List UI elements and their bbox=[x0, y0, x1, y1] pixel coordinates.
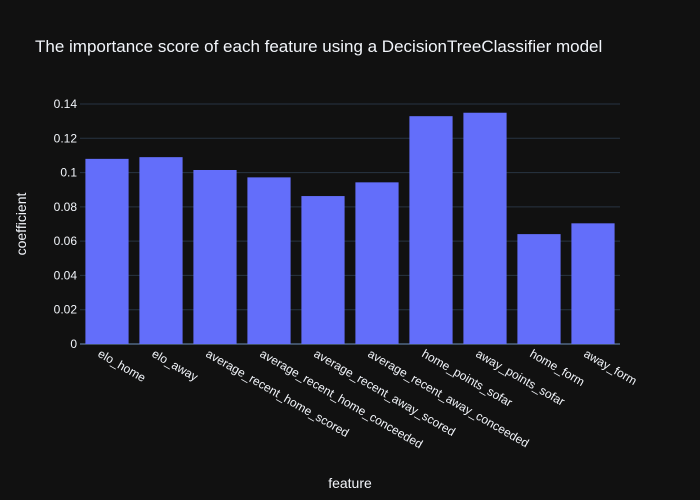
y-tick-label: 0.04 bbox=[54, 268, 78, 282]
x-tick-label: away_form bbox=[582, 346, 640, 387]
x-tick-label: elo_away bbox=[150, 346, 201, 383]
bar-home_points_sofar[interactable] bbox=[409, 116, 453, 345]
bars bbox=[85, 112, 615, 345]
bar-elo_home[interactable] bbox=[85, 158, 129, 344]
bar-away_form[interactable] bbox=[571, 223, 615, 344]
y-axis-title: coefficient bbox=[13, 192, 29, 255]
chart-title: The importance score of each feature usi… bbox=[35, 37, 602, 56]
y-tick-label: 0 bbox=[70, 337, 77, 351]
y-tick-label: 0.12 bbox=[54, 131, 78, 145]
bar-average_recent_away_conceeded[interactable] bbox=[355, 182, 399, 344]
x-axis-title: feature bbox=[328, 475, 372, 491]
y-tick-label: 0.1 bbox=[60, 166, 77, 180]
bar-average_recent_home_scored[interactable] bbox=[193, 170, 237, 344]
y-tick-label: 0.06 bbox=[54, 234, 78, 248]
y-axis-ticks: 0 0.02 0.04 0.06 0.08 0.1 0.12 0.14 bbox=[54, 97, 78, 351]
bar-elo_away[interactable] bbox=[139, 157, 183, 344]
bar-average_recent_home_conceeded[interactable] bbox=[247, 177, 291, 344]
y-tick-label: 0.08 bbox=[54, 200, 78, 214]
x-tick-label: away_points_sofar bbox=[474, 346, 568, 408]
y-tick-label: 0.02 bbox=[54, 303, 78, 317]
x-axis-ticks: elo_home elo_away average_recent_home_scor… bbox=[96, 346, 640, 451]
bar-average_recent_away_scored[interactable] bbox=[301, 196, 345, 344]
bar-home_form[interactable] bbox=[517, 234, 561, 344]
x-tick-label: elo_home bbox=[96, 346, 149, 385]
bar-away_points_sofar[interactable] bbox=[463, 112, 507, 344]
y-tick-label: 0.14 bbox=[54, 97, 78, 111]
